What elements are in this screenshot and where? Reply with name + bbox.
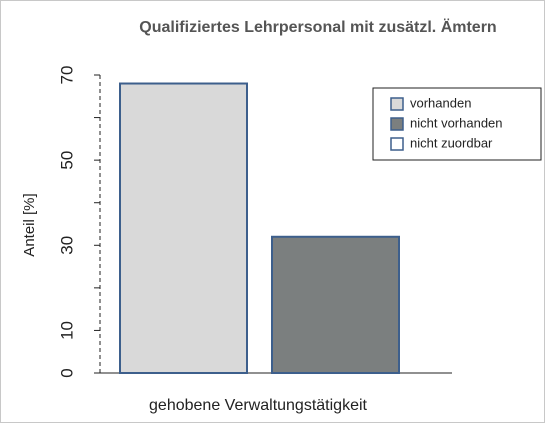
legend-swatch xyxy=(390,117,404,131)
chart-title: Qualifiziertes Lehrpersonal mit zusätzl.… xyxy=(139,18,496,36)
legend-swatch xyxy=(390,97,404,111)
y-tick-label: 0 xyxy=(57,368,76,377)
legend-label: nicht zuordbar xyxy=(410,135,493,150)
y-tick-label: 30 xyxy=(57,236,76,255)
y-tick-label: 70 xyxy=(57,66,76,85)
bar xyxy=(119,82,248,374)
y-tick-label: 10 xyxy=(57,321,76,340)
x-tick-label: gehobene Verwaltungstätigkeit xyxy=(149,397,367,414)
legend-label: vorhanden xyxy=(410,95,471,110)
y-tick-label: 50 xyxy=(57,151,76,170)
legend-swatch xyxy=(390,137,404,151)
legend-label: nicht vorhanden xyxy=(410,115,503,130)
bar xyxy=(271,235,400,374)
y-axis-label: Anteil [%] xyxy=(21,193,38,256)
